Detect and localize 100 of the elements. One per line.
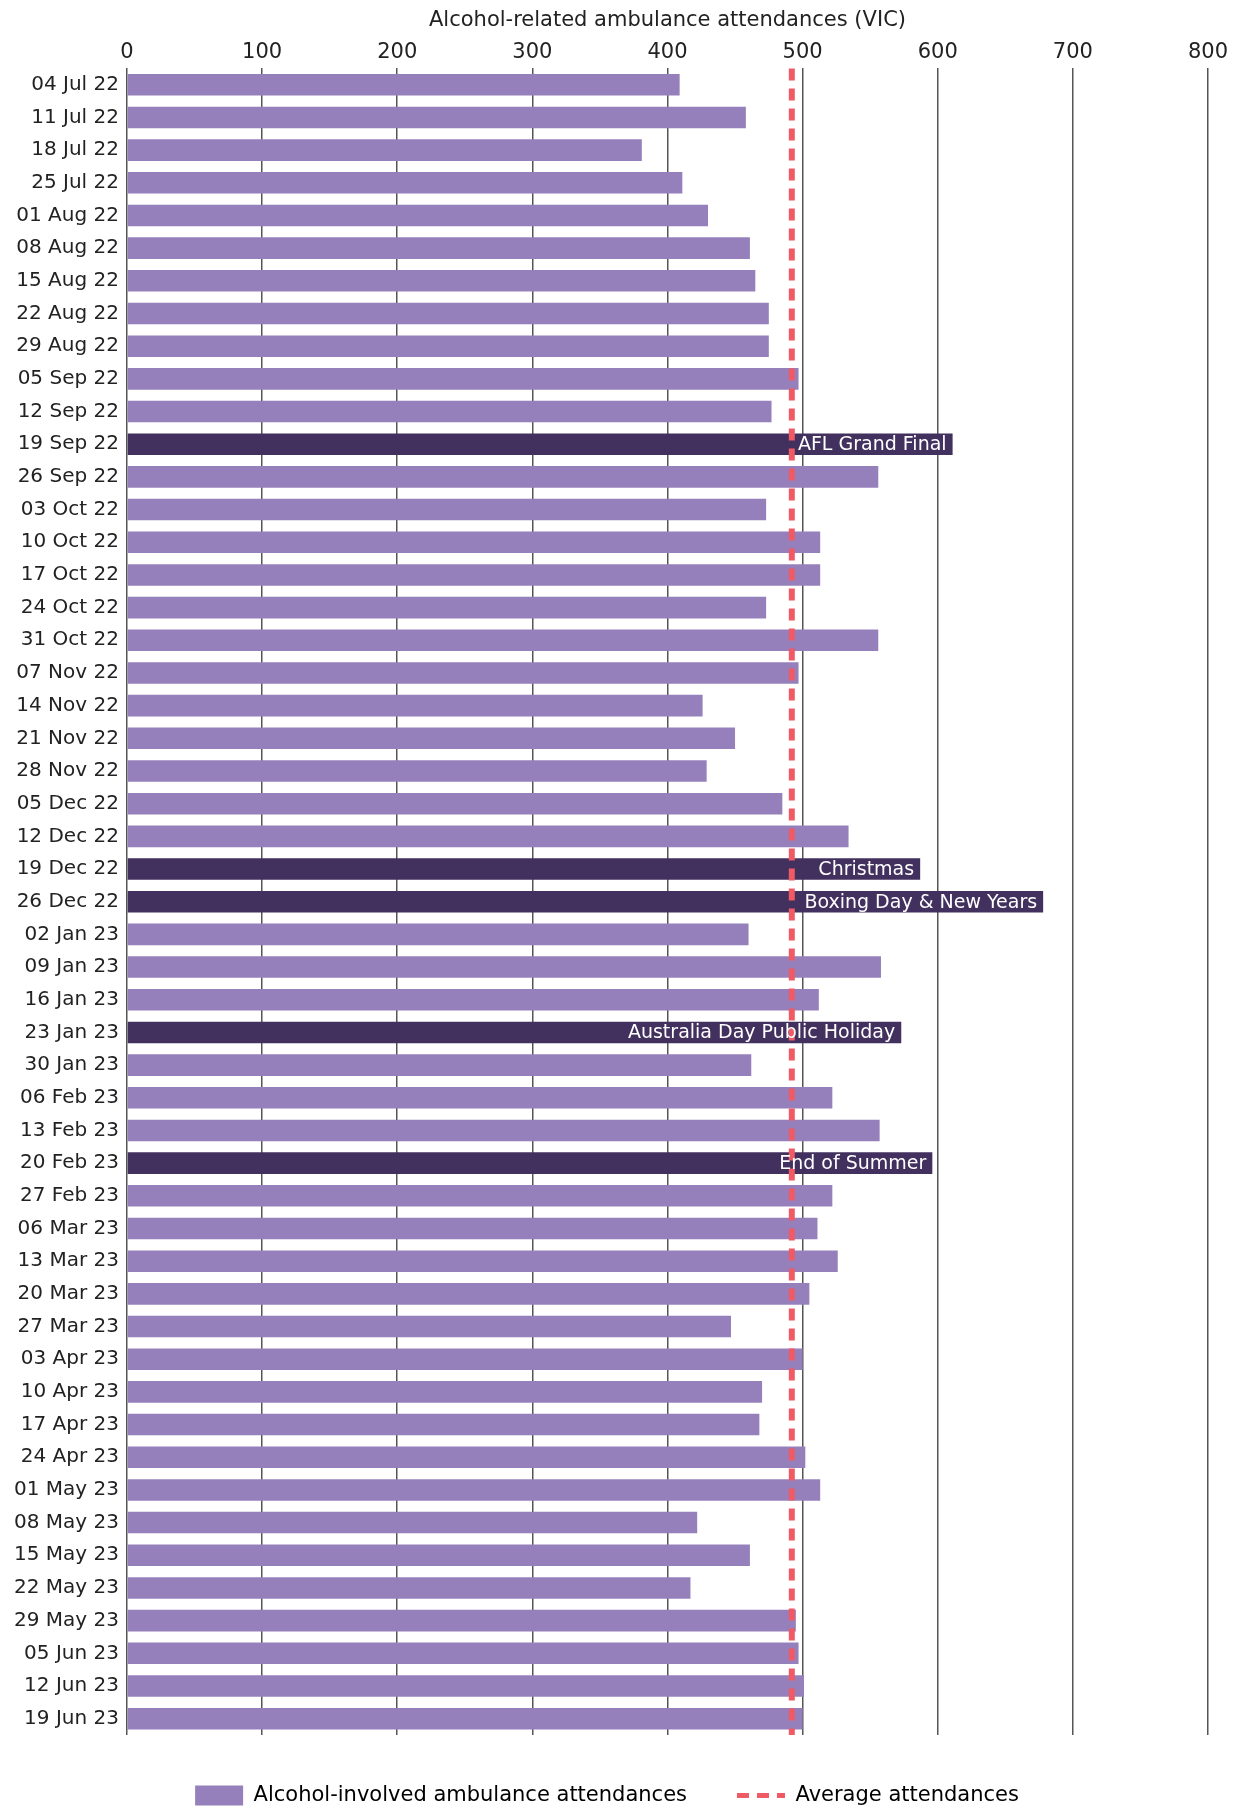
bar (127, 139, 642, 161)
annotation: AFL Grand Final (797, 432, 947, 455)
y-tick-label: 27 Feb 23 (19, 1182, 119, 1207)
y-tick-label: 21 Nov 22 (16, 724, 119, 749)
y-tick-label: 13 Mar 23 (17, 1247, 119, 1272)
y-tick-label: 01 Aug 22 (16, 201, 119, 226)
y-tick-label: 05 Dec 22 (16, 789, 119, 814)
bar (127, 1185, 833, 1207)
y-tick-label: 10 Apr 23 (20, 1378, 119, 1403)
bar (127, 1315, 731, 1338)
y-tick-label: 14 Nov 22 (16, 691, 119, 716)
bar (127, 923, 749, 946)
bar (127, 564, 821, 586)
y-tick-label: 31 Oct 22 (20, 626, 119, 651)
x-tick-label: 600 (917, 39, 958, 64)
y-tick-label: 09 Jan 23 (24, 953, 119, 978)
y-tick-label: 15 May 23 (13, 1541, 119, 1566)
y-tick-label: 25 Jul 22 (31, 168, 119, 193)
x-tick-label: 100 (242, 39, 283, 64)
bar (127, 368, 799, 390)
bar (127, 106, 746, 129)
y-tick-label: 04 Jul 22 (31, 70, 119, 95)
bar (127, 1479, 821, 1501)
y-tick-label: 26 Dec 22 (16, 887, 119, 912)
y-tick-label: 06 Feb 23 (19, 1083, 119, 1108)
annotation: Christmas (818, 856, 915, 879)
x-tick-label: 300 (512, 39, 553, 64)
x-tick-label: 500 (782, 39, 823, 64)
bar (127, 73, 680, 96)
y-tick-label: 06 Mar 23 (17, 1214, 119, 1239)
bar (127, 1381, 763, 1403)
bar (127, 171, 683, 194)
bar (127, 662, 799, 684)
x-tick-label: 0 (120, 39, 134, 64)
bar (127, 1577, 691, 1599)
bar (127, 1707, 803, 1730)
bar (127, 760, 707, 782)
y-tick-label: 13 Feb 23 (19, 1116, 119, 1141)
y-tick-label: 30 Jan 23 (24, 1051, 119, 1076)
bar (127, 466, 879, 488)
bar (127, 302, 769, 325)
bar (127, 1413, 760, 1436)
y-tick-label: 28 Nov 22 (16, 757, 119, 782)
x-tick-label: 800 (1187, 39, 1229, 64)
y-tick-label: 19 Dec 22 (16, 855, 119, 880)
y-tick-label: 27 Mar 23 (17, 1312, 119, 1337)
bar (127, 988, 819, 1011)
bar (127, 956, 881, 978)
bar (127, 1119, 880, 1142)
y-tick-label: 17 Oct 22 (20, 561, 119, 586)
y-tick-label: 10 Oct 22 (20, 528, 119, 553)
y-tick-label: 29 Aug 22 (16, 332, 119, 357)
bar (127, 237, 750, 259)
bar (127, 498, 767, 521)
y-tick-label: 17 Apr 23 (20, 1410, 119, 1435)
y-tick-label: 02 Jan 23 (24, 920, 119, 945)
y-tick-label: 12 Jun 23 (24, 1672, 119, 1697)
y-tick-label: 08 Aug 22 (16, 234, 119, 259)
y-tick-label: 19 Jun 23 (24, 1704, 119, 1729)
y-tick-label: 29 May 23 (13, 1606, 119, 1631)
bar (127, 1250, 838, 1272)
x-tick-label: 700 (1052, 39, 1093, 64)
y-tick-label: 19 Sep 22 (17, 430, 119, 455)
bar (127, 1217, 818, 1240)
y-tick-label: 12 Dec 22 (16, 822, 119, 847)
bar (127, 1446, 806, 1469)
annotation: End of Summer (779, 1151, 927, 1174)
y-tick-label: 03 Apr 23 (20, 1345, 119, 1370)
annotation: Australia Day Public Holiday (627, 1020, 896, 1043)
y-tick-label: 18 Jul 22 (31, 136, 119, 161)
bar (127, 433, 953, 455)
y-tick-label: 05 Jun 23 (24, 1639, 119, 1664)
bar (127, 1544, 750, 1567)
bar (127, 890, 1044, 913)
bar (127, 270, 756, 292)
x-tick-label: 200 (377, 39, 418, 64)
bar (127, 1642, 799, 1665)
y-tick-label: 12 Sep 22 (17, 397, 119, 422)
bar (127, 204, 709, 227)
y-tick-label: 20 Feb 23 (19, 1149, 119, 1174)
bar (127, 825, 849, 848)
bar (127, 1086, 833, 1109)
bar (127, 1152, 933, 1174)
bar (127, 1609, 796, 1632)
bar (127, 400, 772, 423)
legend-label: Alcohol-involved ambulance attendances (253, 1781, 687, 1806)
bar (127, 792, 783, 815)
bar (127, 335, 769, 357)
x-axis-title: Alcohol-related ambulance attendances (VIC) (428, 7, 906, 32)
bar (127, 596, 767, 619)
y-tick-label: 16 Jan 23 (24, 985, 119, 1010)
bar (127, 1054, 752, 1076)
y-tick-label: 23 Jan 23 (24, 1018, 119, 1043)
y-tick-label: 20 Mar 23 (17, 1280, 119, 1305)
x-tick-label: 400 (647, 39, 688, 64)
bar (127, 1511, 698, 1534)
y-tick-label: 05 Sep 22 (17, 365, 119, 390)
y-tick-label: 26 Sep 22 (17, 463, 119, 488)
y-tick-label: 01 May 23 (13, 1476, 119, 1501)
bar (127, 1283, 810, 1305)
